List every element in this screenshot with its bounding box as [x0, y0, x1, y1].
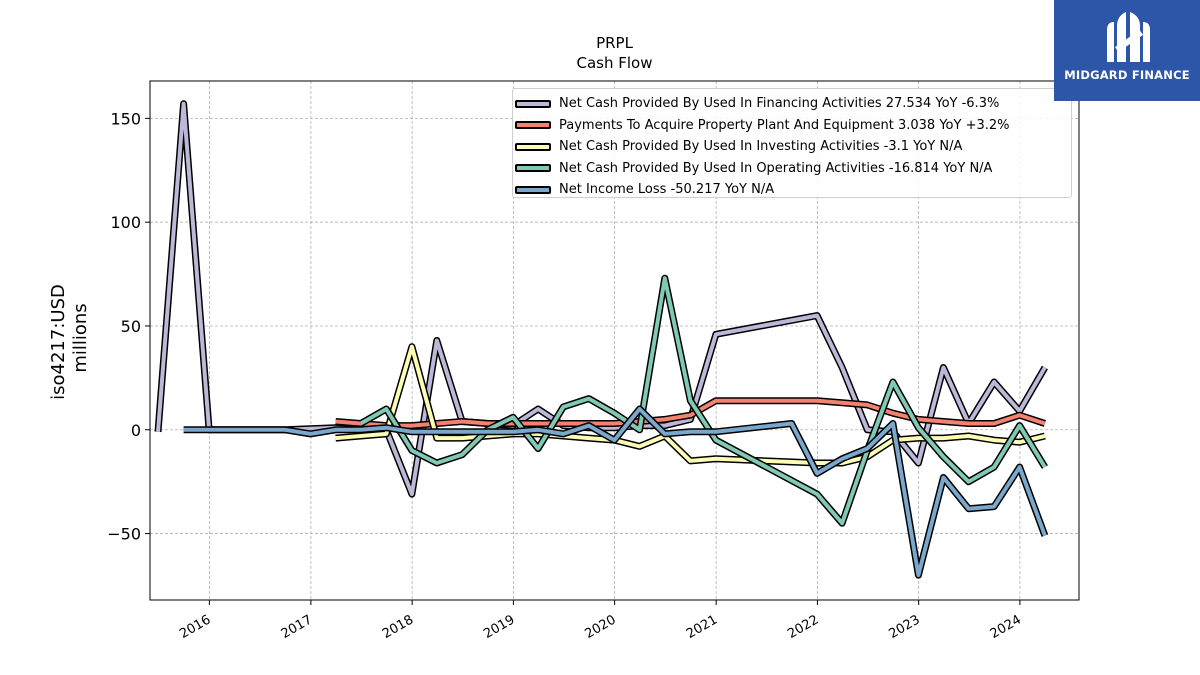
series-line-3	[359, 276, 1047, 526]
x-tick-label: 2019	[481, 612, 517, 642]
x-tick-label: 2022	[785, 612, 821, 642]
midgard-finance-logo: MIDGARD FINANCE	[1054, 0, 1200, 101]
series-line-4	[183, 407, 1047, 578]
chart-title: PRPL	[596, 34, 634, 52]
y-tick-label: 0	[131, 421, 141, 440]
y-tick-label: 150	[110, 109, 141, 128]
x-tick-label: 2023	[887, 612, 923, 642]
x-tick-label: 2016	[177, 612, 213, 642]
legend-swatch	[515, 121, 551, 130]
legend-label: Net Cash Provided By Used In Investing A…	[559, 139, 963, 155]
series-lines	[154, 100, 1049, 579]
legend-swatch	[515, 99, 551, 108]
legend-swatch	[515, 142, 551, 151]
x-tick-label: 2017	[279, 612, 315, 642]
legend-label: Net Income Loss -50.217 YoY N/A	[559, 182, 775, 198]
y-tick-label: 100	[110, 213, 141, 232]
legend-entry: Net Cash Provided By Used In Financing A…	[513, 93, 1071, 115]
legend-label: Net Cash Provided By Used In Financing A…	[559, 96, 1000, 112]
logo-text: MIDGARD FINANCE	[1064, 68, 1190, 82]
series-line-2	[335, 344, 1046, 465]
x-tick-label: 2024	[988, 612, 1024, 642]
legend-entry: Payments To Acquire Property Plant And E…	[513, 115, 1071, 137]
chart-subtitle: Cash Flow	[577, 54, 653, 72]
y-axis-label-line2: millions	[70, 303, 91, 372]
legend-entry: Net Cash Provided By Used In Operating A…	[513, 158, 1071, 180]
legend-label: Payments To Acquire Property Plant And E…	[559, 117, 1010, 133]
y-tick-label: −50	[107, 525, 141, 544]
legend-entry: Net Cash Provided By Used In Investing A…	[513, 136, 1071, 158]
logo-mark-icon	[1107, 12, 1150, 62]
y-tick-label: 50	[121, 317, 141, 336]
legend: Net Cash Provided By Used In Financing A…	[512, 88, 1072, 198]
x-tick-label: 2020	[582, 612, 618, 642]
x-tick-label: 2018	[380, 612, 416, 642]
legend-swatch	[515, 185, 551, 194]
legend-entry: Net Income Loss -50.217 YoY N/A	[513, 179, 1071, 201]
x-tick-label: 2021	[684, 612, 720, 642]
legend-label: Net Cash Provided By Used In Operating A…	[559, 160, 993, 176]
y-axis-label-line1: iso4217:USD	[48, 284, 69, 400]
legend-swatch	[515, 164, 551, 173]
